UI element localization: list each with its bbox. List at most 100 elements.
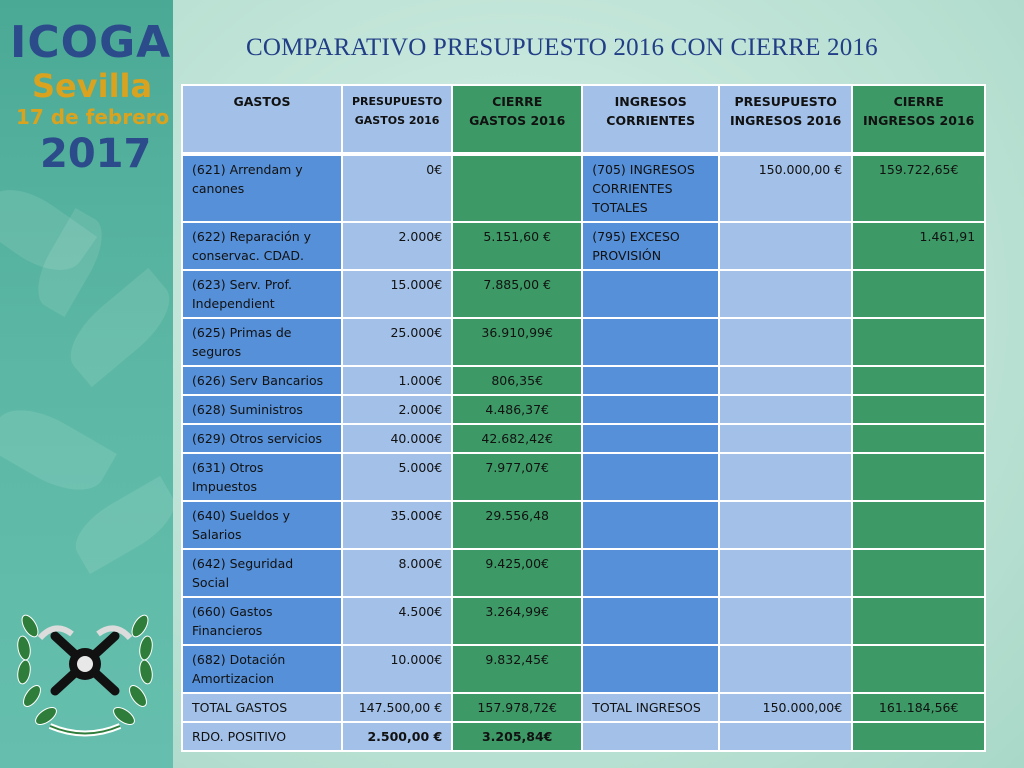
- cell-cierre-gasto: 806,35€: [451, 365, 584, 396]
- cell-total-presupuesto-gastos: 147.500,00 €: [340, 692, 454, 723]
- cell-ingreso-concepto: [581, 423, 721, 454]
- cell-presupuesto-gasto: 10.000€: [340, 644, 454, 694]
- header-presupuesto-ingresos: PRESUPUESTO INGRESOS 2016: [718, 84, 854, 156]
- cell-cierre-ingreso: [851, 548, 987, 598]
- cell-presupuesto-ingreso: [718, 269, 854, 319]
- cell-total-cierre-ingresos: 161.184,56€: [851, 692, 987, 723]
- cell-presupuesto-ingreso: [718, 365, 854, 396]
- cell-empty: [851, 721, 987, 752]
- header-ingresos-corrientes: INGRESOS CORRIENTES: [581, 84, 721, 156]
- brand-block: ICOGA Sevilla 17 de febrero 2017: [10, 18, 170, 178]
- cell-gasto-concepto: (625) Primas de seguros: [181, 317, 343, 367]
- table-header-row: GASTOS PRESUPUESTO GASTOS 2016 CIERRE GA…: [181, 84, 987, 156]
- cell-cierre-ingreso: 1.461,91: [851, 221, 987, 271]
- cell-cierre-ingreso: [851, 317, 987, 367]
- cell-cierre-ingreso: [851, 394, 987, 425]
- cell-cierre-ingreso: [851, 365, 987, 396]
- brand-year: 2017: [40, 131, 152, 177]
- header-cierre-gastos: CIERRE GASTOS 2016: [451, 84, 584, 156]
- cell-presupuesto-gasto: 8.000€: [340, 548, 454, 598]
- cell-cierre-ingreso: [851, 500, 987, 550]
- cell-cierre-ingreso: [851, 644, 987, 694]
- cell-ingreso-concepto: [581, 365, 721, 396]
- cell-presupuesto-ingreso: [718, 394, 854, 425]
- cell-cierre-gasto: 7.977,07€: [451, 452, 584, 502]
- cell-cierre-gasto: 7.885,00 €: [451, 269, 584, 319]
- header-gastos: GASTOS: [181, 84, 343, 156]
- cell-cierre-gasto: 36.910,99€: [451, 317, 584, 367]
- table-row: (626) Serv Bancarios 1.000€ 806,35€: [181, 365, 987, 396]
- cell-gasto-concepto: (642) Seguridad Social: [181, 548, 343, 598]
- table-row: (640) Sueldos y Salarios 35.000€ 29.556,…: [181, 500, 987, 550]
- cell-gasto-concepto: (621) Arrendam y canones: [181, 153, 343, 223]
- cell-resultado-presupuesto: 2.500,00 €: [340, 721, 454, 752]
- cell-presupuesto-ingreso: [718, 500, 854, 550]
- table-row: (622) Reparación y conservac. CDAD. 2.00…: [181, 221, 987, 271]
- cell-cierre-ingreso: [851, 452, 987, 502]
- cell-presupuesto-gasto: 0€: [340, 153, 454, 223]
- cell-resultado-label: RDO. POSITIVO: [181, 721, 343, 752]
- cell-gasto-concepto: (682) Dotación Amortizacion: [181, 644, 343, 694]
- cell-resultado-cierre: 3.205,84€: [451, 721, 584, 752]
- cell-cierre-gasto: 9.832,45€: [451, 644, 584, 694]
- cell-total-cierre-gastos: 157.978,72€: [451, 692, 584, 723]
- cell-cierre-gasto: 4.486,37€: [451, 394, 584, 425]
- cell-ingreso-concepto: [581, 596, 721, 646]
- cell-cierre-gasto: 42.682,42€: [451, 423, 584, 454]
- cell-presupuesto-ingreso: [718, 317, 854, 367]
- table-row: (660) Gastos Financieros 4.500€ 3.264,99…: [181, 596, 987, 646]
- cell-presupuesto-ingreso: [718, 221, 854, 271]
- total-row: TOTAL GASTOS 147.500,00 € 157.978,72€ TO…: [181, 692, 987, 723]
- table-row: (623) Serv. Prof. Independient 15.000€ 7…: [181, 269, 987, 319]
- cell-presupuesto-gasto: 5.000€: [340, 452, 454, 502]
- cell-cierre-ingreso: [851, 423, 987, 454]
- header-presupuesto-gastos: PRESUPUESTO GASTOS 2016: [340, 84, 454, 156]
- cell-cierre-ingreso: [851, 269, 987, 319]
- cell-presupuesto-gasto: 35.000€: [340, 500, 454, 550]
- cell-total-gastos-label: TOTAL GASTOS: [181, 692, 343, 723]
- cell-total-presupuesto-ingresos: 150.000,00€: [718, 692, 854, 723]
- header-cierre-ingresos: CIERRE INGRESOS 2016: [851, 84, 987, 156]
- cell-presupuesto-gasto: 25.000€: [340, 317, 454, 367]
- emblem-laurel-icon: [17, 614, 153, 737]
- cell-cierre-gasto: 5.151,60 €: [451, 221, 584, 271]
- cell-gasto-concepto: (623) Serv. Prof. Independient: [181, 269, 343, 319]
- cell-total-ingresos-label: TOTAL INGRESOS: [581, 692, 721, 723]
- cell-presupuesto-ingreso: [718, 548, 854, 598]
- table-row: (621) Arrendam y canones 0€ (705) INGRES…: [181, 153, 987, 223]
- cell-presupuesto-ingreso: 150.000,00 €: [718, 153, 854, 223]
- cell-gasto-concepto: (629) Otros servicios: [181, 423, 343, 454]
- cell-gasto-concepto: (660) Gastos Financieros: [181, 596, 343, 646]
- cell-cierre-gasto: 9.425,00€: [451, 548, 584, 598]
- cell-gasto-concepto: (631) Otros Impuestos: [181, 452, 343, 502]
- cell-presupuesto-gasto: 2.000€: [340, 394, 454, 425]
- brand-city: Sevilla: [32, 67, 153, 105]
- cell-ingreso-concepto: (705) INGRESOS CORRIENTES TOTALES: [581, 153, 721, 223]
- cell-ingreso-concepto: [581, 452, 721, 502]
- cell-gasto-concepto: (622) Reparación y conservac. CDAD.: [181, 221, 343, 271]
- cell-ingreso-concepto: [581, 644, 721, 694]
- cell-presupuesto-ingreso: [718, 596, 854, 646]
- cell-presupuesto-ingreso: [718, 423, 854, 454]
- cell-ingreso-concepto: (795) EXCESO PROVISIÓN: [581, 221, 721, 271]
- brand-date: 17 de febrero: [16, 105, 170, 129]
- cell-presupuesto-gasto: 2.000€: [340, 221, 454, 271]
- table-row: (625) Primas de seguros 25.000€ 36.910,9…: [181, 317, 987, 367]
- cell-empty: [718, 721, 854, 752]
- cell-ingreso-concepto: [581, 317, 721, 367]
- cell-gasto-concepto: (626) Serv Bancarios: [181, 365, 343, 396]
- result-row: RDO. POSITIVO 2.500,00 € 3.205,84€: [181, 721, 987, 752]
- table-row: (629) Otros servicios 40.000€ 42.682,42€: [181, 423, 987, 454]
- cell-cierre-gasto: 3.264,99€: [451, 596, 584, 646]
- cell-empty: [581, 721, 721, 752]
- cell-presupuesto-ingreso: [718, 452, 854, 502]
- budget-table: GASTOS PRESUPUESTO GASTOS 2016 CIERRE GA…: [181, 84, 987, 752]
- cell-cierre-gasto: 29.556,48: [451, 500, 584, 550]
- table-row: (642) Seguridad Social 8.000€ 9.425,00€: [181, 548, 987, 598]
- cell-gasto-concepto: (628) Suministros: [181, 394, 343, 425]
- brand-name: ICOGA: [10, 17, 172, 68]
- table-row: (682) Dotación Amortizacion 10.000€ 9.83…: [181, 644, 987, 694]
- table-row: (631) Otros Impuestos 5.000€ 7.977,07€: [181, 452, 987, 502]
- cell-gasto-concepto: (640) Sueldos y Salarios: [181, 500, 343, 550]
- cell-ingreso-concepto: [581, 548, 721, 598]
